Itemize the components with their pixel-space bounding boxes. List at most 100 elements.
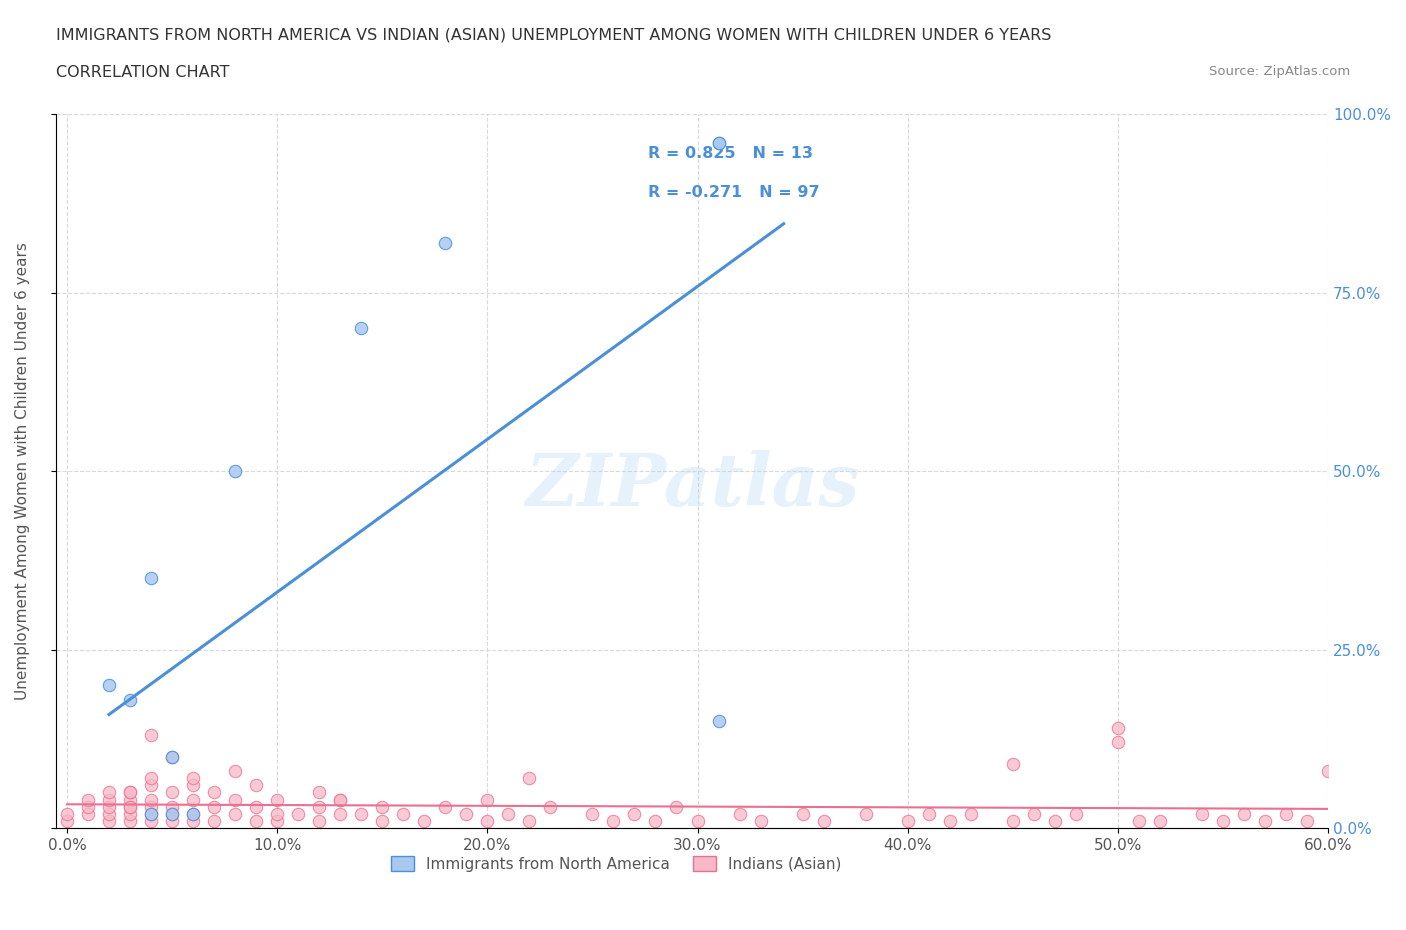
Point — [371, 814, 394, 829]
Point — [160, 750, 183, 764]
Point — [1064, 806, 1087, 821]
Point — [538, 799, 561, 814]
Point — [224, 464, 246, 479]
Point — [181, 806, 204, 821]
Point — [97, 678, 120, 693]
Point — [1317, 764, 1340, 778]
Point — [139, 799, 162, 814]
Point — [1107, 721, 1129, 736]
Point — [139, 571, 162, 586]
Point — [686, 814, 709, 829]
Point — [329, 792, 352, 807]
Point — [97, 814, 120, 829]
Point — [202, 814, 225, 829]
Point — [118, 799, 141, 814]
Point — [350, 321, 373, 336]
Point — [224, 806, 246, 821]
Point — [1149, 814, 1171, 829]
Point — [1191, 806, 1213, 821]
Point — [308, 814, 330, 829]
Point — [97, 792, 120, 807]
Point — [1107, 735, 1129, 750]
Point — [918, 806, 941, 821]
Point — [329, 792, 352, 807]
Point — [1022, 806, 1045, 821]
Point — [1233, 806, 1256, 821]
Point — [959, 806, 981, 821]
Point — [160, 806, 183, 821]
Point — [118, 799, 141, 814]
Point — [707, 135, 730, 150]
Point — [477, 814, 499, 829]
Point — [855, 806, 877, 821]
Point — [118, 785, 141, 800]
Point — [665, 799, 688, 814]
Point — [202, 785, 225, 800]
Text: Source: ZipAtlas.com: Source: ZipAtlas.com — [1209, 65, 1350, 78]
Point — [477, 792, 499, 807]
Point — [245, 777, 267, 792]
Point — [329, 806, 352, 821]
Point — [1001, 756, 1024, 771]
Point — [181, 777, 204, 792]
Point — [728, 806, 751, 821]
Point — [77, 799, 100, 814]
Point — [160, 750, 183, 764]
Text: IMMIGRANTS FROM NORTH AMERICA VS INDIAN (ASIAN) UNEMPLOYMENT AMONG WOMEN WITH CH: IMMIGRANTS FROM NORTH AMERICA VS INDIAN … — [56, 28, 1052, 43]
Point — [792, 806, 814, 821]
Point — [77, 792, 100, 807]
Point — [181, 792, 204, 807]
Point — [371, 799, 394, 814]
Point — [224, 792, 246, 807]
Point — [434, 235, 457, 250]
Point — [517, 771, 540, 786]
Point — [266, 806, 288, 821]
Point — [181, 771, 204, 786]
Point — [139, 806, 162, 821]
Point — [97, 799, 120, 814]
Point — [498, 806, 520, 821]
Point — [707, 713, 730, 728]
Point — [308, 785, 330, 800]
Point — [245, 799, 267, 814]
Y-axis label: Unemployment Among Women with Children Under 6 years: Unemployment Among Women with Children U… — [15, 242, 30, 700]
Point — [413, 814, 436, 829]
Point — [602, 814, 624, 829]
Point — [1296, 814, 1319, 829]
Point — [56, 814, 79, 829]
Point — [118, 785, 141, 800]
Point — [118, 806, 141, 821]
Point — [644, 814, 666, 829]
Text: CORRELATION CHART: CORRELATION CHART — [56, 65, 229, 80]
Legend: Immigrants from North America, Indians (Asian): Immigrants from North America, Indians (… — [385, 849, 848, 878]
Point — [118, 814, 141, 829]
Point — [202, 799, 225, 814]
Point — [749, 814, 772, 829]
Point — [813, 814, 835, 829]
Point — [266, 814, 288, 829]
Point — [1001, 814, 1024, 829]
Point — [139, 806, 162, 821]
Point — [97, 785, 120, 800]
Point — [56, 806, 79, 821]
Point — [308, 799, 330, 814]
Text: R = 0.825   N = 13: R = 0.825 N = 13 — [648, 146, 813, 161]
Point — [1212, 814, 1234, 829]
Point — [160, 806, 183, 821]
Point — [181, 806, 204, 821]
Point — [287, 806, 309, 821]
Point — [392, 806, 415, 821]
Point — [139, 814, 162, 829]
Point — [181, 814, 204, 829]
Point — [517, 814, 540, 829]
Point — [266, 792, 288, 807]
Point — [1128, 814, 1150, 829]
Text: R = -0.271   N = 97: R = -0.271 N = 97 — [648, 185, 820, 201]
Text: ZIPatlas: ZIPatlas — [526, 450, 859, 521]
Point — [581, 806, 603, 821]
Point — [350, 806, 373, 821]
Point — [160, 799, 183, 814]
Point — [245, 814, 267, 829]
Point — [97, 806, 120, 821]
Point — [1275, 806, 1298, 821]
